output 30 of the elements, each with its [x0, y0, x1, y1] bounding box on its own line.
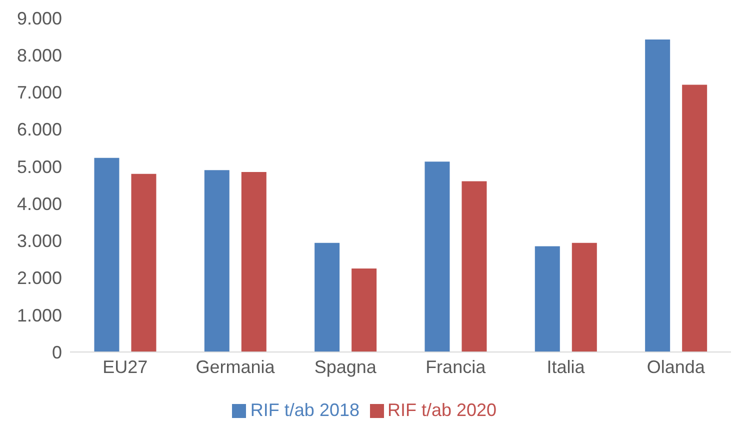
y-tick-label: 0 [52, 342, 62, 362]
bar [131, 174, 156, 352]
y-tick-label: 1.000 [16, 305, 62, 326]
x-tick-label: Spagna [314, 356, 378, 377]
bar [352, 268, 377, 352]
bar [645, 40, 670, 352]
y-tick-label: 3.000 [16, 231, 62, 252]
bar [462, 181, 487, 352]
x-tick-label: EU27 [102, 356, 148, 377]
legend-label: RIF t/ab 2020 [388, 400, 497, 420]
x-tick-label: Italia [546, 356, 586, 377]
y-tick-label: 6.000 [16, 120, 62, 140]
bar [534, 246, 560, 352]
bar [314, 242, 340, 352]
legend-label: RIF t/ab 2018 [250, 400, 360, 420]
y-tick-label: 4.000 [16, 194, 62, 214]
x-tick-label: Francia [426, 356, 487, 377]
bar [572, 242, 597, 352]
x-tick-label: Olanda [646, 356, 706, 377]
bar [94, 158, 120, 352]
bar [424, 162, 450, 352]
bar [204, 170, 230, 352]
y-tick-label: 5.000 [16, 156, 62, 177]
y-tick-label: 9.000 [16, 8, 62, 28]
x-tick-label: Germania [196, 356, 276, 377]
y-tick-label: 2.000 [16, 268, 62, 288]
y-tick-label: 7.000 [16, 82, 62, 103]
bar [241, 172, 266, 352]
bar [682, 84, 708, 352]
y-tick-label: 8.000 [16, 46, 62, 66]
